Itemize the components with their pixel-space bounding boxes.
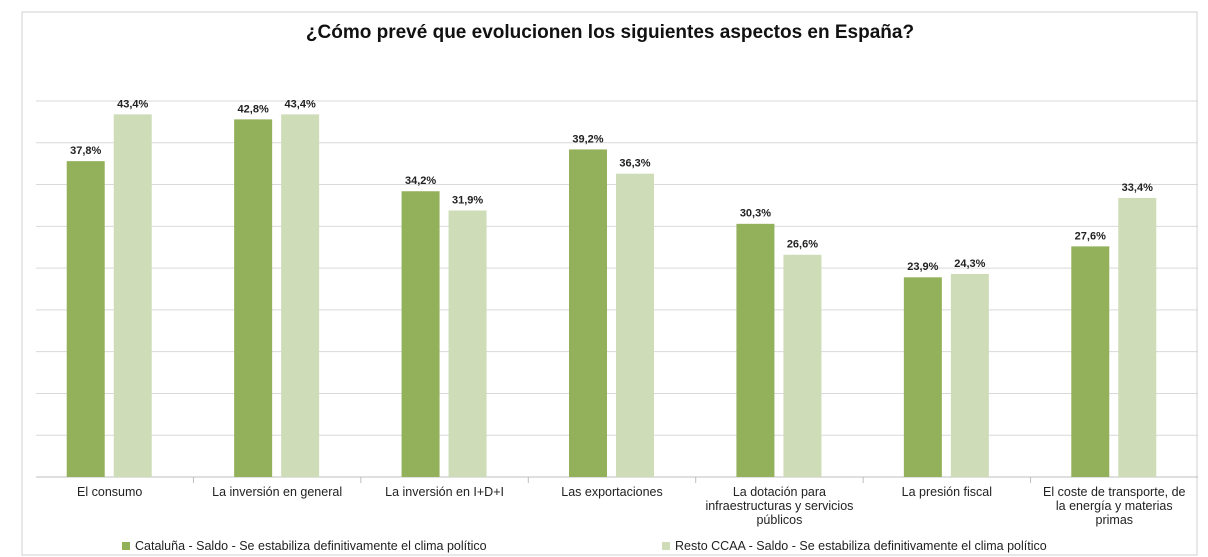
bar <box>1071 246 1110 477</box>
bar <box>569 149 607 477</box>
legend-label: Resto CCAA - Saldo - Se estabiliza defin… <box>675 539 1047 553</box>
bar <box>234 119 273 477</box>
data-label: 33,4% <box>1122 182 1153 194</box>
x-tick-label: La inversión en I+D+I <box>385 485 504 499</box>
bar <box>448 210 487 478</box>
bar <box>281 114 320 477</box>
data-label: 43,4% <box>117 98 148 110</box>
data-label: 30,3% <box>740 208 771 220</box>
legend-entry: Resto CCAA - Saldo - Se estabiliza defin… <box>662 539 1047 553</box>
x-tick-label: La presión fiscal <box>901 485 992 499</box>
data-label: 34,2% <box>405 175 436 187</box>
legend-swatch <box>662 542 670 550</box>
data-label: 43,4% <box>285 98 316 110</box>
bar <box>616 173 654 477</box>
x-tick-label: La inversión en general <box>212 485 343 499</box>
x-tick-label: El coste de transporte, de la energía y … <box>1043 485 1186 527</box>
chart-title: ¿Cómo prevé que evolucionen los siguient… <box>306 22 914 43</box>
x-tick-label: La dotación para infraestructuras y serv… <box>705 485 854 527</box>
data-label: 31,9% <box>452 194 483 206</box>
bar <box>401 191 440 478</box>
legend-entry: Cataluña - Saldo - Se estabiliza definit… <box>122 539 487 553</box>
legend-swatch <box>122 542 130 550</box>
data-label: 37,8% <box>70 145 101 157</box>
data-label: 23,9% <box>907 261 938 273</box>
bar <box>1118 197 1157 477</box>
data-label: 39,2% <box>572 133 603 145</box>
bar <box>903 277 942 477</box>
legend-label: Cataluña - Saldo - Se estabiliza definit… <box>135 539 487 553</box>
data-label: 24,3% <box>954 258 985 270</box>
data-label: 26,6% <box>787 239 818 251</box>
data-label: 36,3% <box>619 158 650 170</box>
bar <box>113 114 152 477</box>
bar <box>736 223 775 477</box>
data-label: 42,8% <box>238 103 269 115</box>
bar <box>783 254 822 477</box>
x-tick-label: El consumo <box>77 485 143 499</box>
data-label: 27,6% <box>1075 230 1106 242</box>
x-tick-label: Las exportaciones <box>561 485 663 499</box>
chart-frame <box>21 11 1198 556</box>
bar <box>950 273 989 477</box>
bar <box>66 161 105 477</box>
